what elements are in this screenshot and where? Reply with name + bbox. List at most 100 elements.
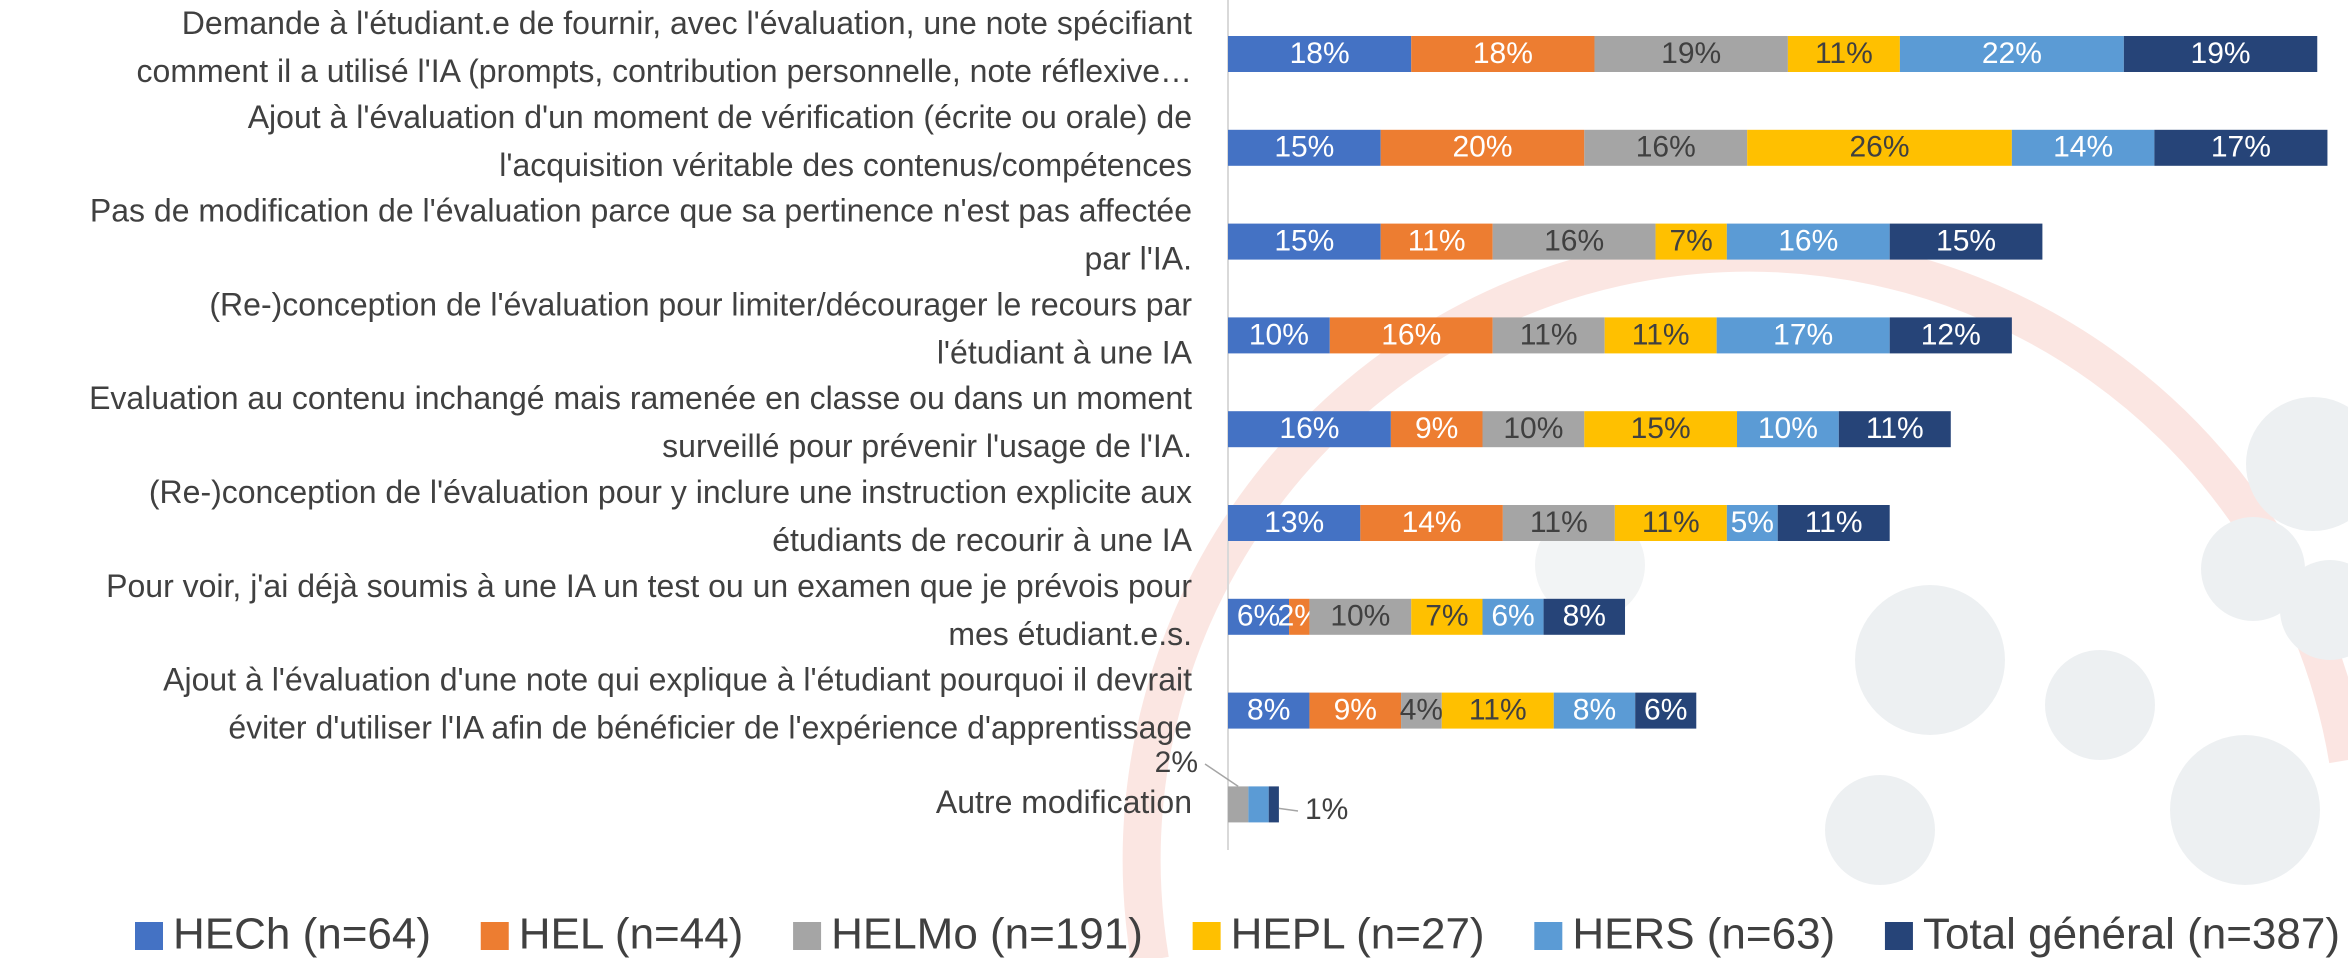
value-label: 16%	[1381, 318, 1441, 351]
category-label: Autre modification	[936, 784, 1192, 820]
legend-swatch	[1534, 922, 1563, 950]
bar-segment	[1716, 317, 1890, 354]
category-label: Pas de modification de l'évaluation parc…	[90, 193, 1192, 277]
background-decoration	[1122, 233, 2348, 958]
bar-segment	[1584, 129, 1748, 166]
value-label: 15%	[1631, 412, 1691, 445]
value-label: 15%	[1936, 225, 1996, 258]
bar-segment	[1787, 36, 1900, 72]
legend-item: HECh (n=64)	[135, 910, 431, 958]
bar-segment	[1228, 786, 1249, 823]
bar-segment	[1228, 129, 1381, 166]
value-label: 8%	[1573, 694, 1616, 727]
bar-segment	[1747, 129, 2012, 166]
legend-label: HEPL (n=27)	[1231, 910, 1485, 958]
bar-segment	[1228, 36, 1412, 72]
value-label: 19%	[1661, 37, 1721, 70]
bar-segment	[1248, 786, 1269, 823]
leader-line	[1278, 807, 1299, 812]
value-label: 9%	[1334, 694, 1377, 727]
value-label: 4%	[1400, 694, 1443, 727]
bar-segment	[1594, 36, 1788, 72]
value-label: 8%	[1563, 600, 1606, 633]
bar-segment	[1889, 317, 2012, 354]
legend-label: HEL (n=44)	[519, 910, 744, 958]
category-label: Ajout à l'évaluation d'une note qui expl…	[163, 662, 1192, 746]
bar-segment	[2011, 129, 2155, 166]
bar-segment	[1899, 36, 2124, 72]
bar-segment	[1492, 317, 1605, 354]
bar-segment	[1289, 598, 1310, 635]
bar-segment	[1228, 598, 1290, 635]
bar-segment	[1482, 411, 1585, 448]
legend-label: HECh (n=64)	[173, 910, 431, 958]
value-label: 1%	[1305, 793, 1348, 826]
legend-label: HELMo (n=191)	[831, 910, 1143, 958]
category-label: Pour voir, j'ai déjà soumis à une IA un …	[106, 568, 1192, 652]
value-label: 11%	[1642, 506, 1700, 539]
value-label: 7%	[1670, 225, 1713, 258]
legend-item: HERS (n=63)	[1534, 910, 1835, 958]
bar-segment	[1380, 223, 1493, 260]
value-label: 16%	[1778, 225, 1838, 258]
bar-segment	[1777, 505, 1890, 541]
value-label: 13%	[1264, 506, 1324, 539]
bar-segment	[1268, 786, 1279, 823]
value-label: 11%	[1866, 412, 1924, 445]
value-label: 16%	[1636, 131, 1696, 164]
value-label: 19%	[2191, 37, 2251, 70]
leader-line	[1204, 763, 1239, 788]
bar-segment	[1390, 411, 1483, 448]
bar-segment	[1553, 692, 1636, 729]
value-label: 17%	[1773, 318, 1833, 351]
bar-segment	[1228, 505, 1361, 541]
value-label: 10%	[1330, 600, 1390, 633]
legend-label: Total général (n=387)	[1923, 910, 2340, 958]
value-label: 14%	[1402, 506, 1462, 539]
bar-segment	[1228, 692, 1310, 729]
legend-item: Total général (n=387)	[1884, 910, 2340, 958]
value-label: 15%	[1274, 131, 1334, 164]
bar-segment	[1441, 692, 1554, 729]
category-label: (Re-)conception de l'évaluation pour y i…	[149, 474, 1193, 558]
value-label: 6%	[1237, 600, 1280, 633]
bar-segment	[1584, 411, 1737, 448]
bar-segment	[1380, 129, 1585, 166]
value-label: 7%	[1425, 600, 1468, 633]
value-label: 10%	[1758, 412, 1818, 445]
value-label: 15%	[1274, 225, 1334, 258]
value-label: 11%	[1805, 506, 1863, 539]
bar-segment	[1309, 692, 1402, 729]
bar-segment	[1655, 223, 1727, 260]
bar-segment	[1228, 411, 1391, 448]
value-label: 18%	[1290, 37, 1350, 70]
value-label: 11%	[1815, 37, 1873, 70]
value-label: 16%	[1544, 225, 1604, 258]
bar-segment	[1604, 317, 1717, 354]
value-label: 16%	[1279, 412, 1339, 445]
bar-segment	[1635, 692, 1697, 729]
bar-segment	[2123, 36, 2318, 72]
bar-segment	[1360, 505, 1503, 541]
category-label: Demande à l'étudiant.e de fournir, avec …	[137, 5, 1193, 89]
value-label: 11%	[1408, 225, 1466, 258]
bar-segment	[1401, 692, 1442, 729]
bar-segment	[1502, 505, 1615, 541]
category-label: (Re-)conception de l'évaluation pour lim…	[209, 287, 1192, 371]
value-label: 2%	[1155, 746, 1198, 779]
value-label: 11%	[1520, 318, 1578, 351]
value-label: 11%	[1530, 506, 1588, 539]
category-label: Evaluation au contenu inchangé mais rame…	[89, 381, 1192, 465]
legend-swatch	[1192, 922, 1221, 950]
value-label: 18%	[1473, 37, 1533, 70]
legend-swatch	[135, 922, 163, 950]
category-label: Ajout à l'évaluation d'un moment de véri…	[248, 99, 1192, 183]
value-label: 11%	[1632, 318, 1690, 351]
legend-item: HEL (n=44)	[480, 910, 744, 958]
bar-segment	[1614, 505, 1727, 541]
value-label: 17%	[2211, 131, 2271, 164]
bar-segment	[1228, 317, 1330, 354]
legend-item: HELMo (n=191)	[793, 910, 1143, 958]
bar-segment	[1228, 223, 1381, 260]
